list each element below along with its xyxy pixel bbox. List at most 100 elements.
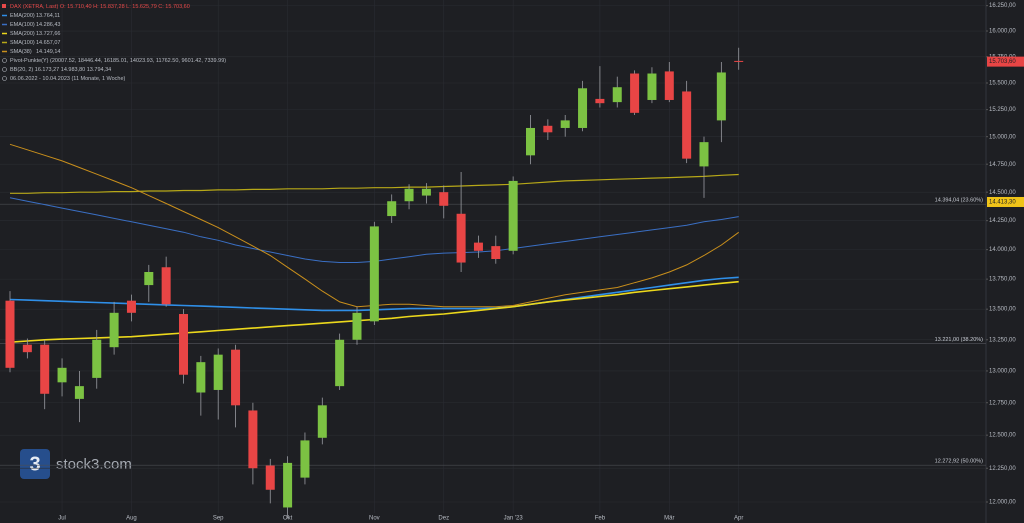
legend-icon xyxy=(2,76,7,81)
candle-body xyxy=(473,242,483,251)
candle-body xyxy=(369,226,379,322)
logo-glyph: 3 xyxy=(29,453,40,475)
y-tick-label: 16.250,00 xyxy=(989,3,1016,9)
candle-body xyxy=(508,180,518,251)
x-tick-label: Feb xyxy=(595,516,606,522)
candle-body xyxy=(352,312,362,340)
price-marker-label: 14.413,30 xyxy=(989,200,1016,206)
legend-icon xyxy=(2,67,7,72)
legend-value: 14.149,14 xyxy=(36,49,60,55)
legend-label: SMA(38) xyxy=(10,49,32,55)
candle-body xyxy=(5,300,15,368)
candle-body xyxy=(40,344,50,394)
y-tick-label: 13.750,00 xyxy=(989,277,1016,283)
price-marker-label: 15.703,60 xyxy=(989,59,1016,65)
y-tick-label: 14.750,00 xyxy=(989,162,1016,168)
candle-body xyxy=(265,465,275,490)
x-tick-label: Okt xyxy=(283,516,293,522)
x-tick-label: Apr xyxy=(734,516,743,522)
candle-body xyxy=(196,362,206,393)
candle-body xyxy=(404,188,414,202)
x-tick-label: Mär xyxy=(664,516,674,522)
x-tick-label: Jul xyxy=(58,516,66,522)
y-tick-label: 15.000,00 xyxy=(989,134,1016,140)
y-tick-label: 12.250,00 xyxy=(989,466,1016,472)
candle-body xyxy=(647,73,657,100)
candle-body xyxy=(57,367,67,383)
logo: 3 stock3.com xyxy=(20,449,132,479)
candle-body xyxy=(213,354,223,390)
y-tick-label: 15.500,00 xyxy=(989,81,1016,87)
candle-body xyxy=(317,405,327,438)
candle-body xyxy=(126,300,136,313)
legend-value: 14.286,43 xyxy=(36,22,60,28)
candle-body xyxy=(491,246,501,260)
candle-body xyxy=(630,73,640,113)
candle-body xyxy=(578,88,588,128)
header-icon xyxy=(2,4,6,8)
y-tick-label: 13.500,00 xyxy=(989,307,1016,313)
candle-body xyxy=(161,267,171,305)
logo-icon xyxy=(20,449,50,479)
candle-body xyxy=(682,91,692,159)
x-tick-label: Dez xyxy=(438,516,449,522)
y-tick-label: 14.500,00 xyxy=(989,190,1016,196)
candle-body xyxy=(283,462,293,508)
y-tick-label: 14.250,00 xyxy=(989,218,1016,224)
legend-value: 14.657,07 xyxy=(36,40,60,46)
y-tick-label: 12.500,00 xyxy=(989,433,1016,439)
candle-body xyxy=(439,192,449,206)
legend-label: SMA(200) xyxy=(10,31,35,37)
candle-body xyxy=(109,312,119,348)
legend-label: EMA(100) xyxy=(10,22,35,28)
candle-body xyxy=(231,349,241,406)
y-tick-label: 12.000,00 xyxy=(989,500,1016,506)
candle-body xyxy=(560,120,570,128)
candle-body xyxy=(300,440,310,478)
header: DAX (XETRA, Last) O: 15.710,40 H: 15.837… xyxy=(10,4,190,10)
y-tick-label: 12.750,00 xyxy=(989,400,1016,406)
legend-text: 06.06.2022 - 10.04.2023 (11 Monate, 1 Wo… xyxy=(10,76,126,82)
fib-label: 14.394,04 (23.60%) xyxy=(935,198,983,204)
y-tick-label: 13.250,00 xyxy=(989,337,1016,343)
fib-label: 13.221,00 (38.20%) xyxy=(935,337,983,343)
ma-line xyxy=(10,173,739,194)
candle-body xyxy=(595,98,605,104)
candle-body xyxy=(664,71,674,100)
candle-body xyxy=(22,344,32,353)
candle-body xyxy=(612,87,622,103)
legend-label: EMA(200) xyxy=(10,13,35,19)
x-tick-label: Jan '23 xyxy=(504,516,524,522)
grid xyxy=(0,0,986,513)
candle-body xyxy=(387,201,397,217)
candle-body xyxy=(543,125,553,133)
legend-icon xyxy=(2,58,7,63)
candle-body xyxy=(526,127,535,156)
legend: DAX (XETRA, Last) O: 15.710,40 H: 15.837… xyxy=(2,4,226,82)
legend-value: 13.764,11 xyxy=(36,13,60,19)
candle-body xyxy=(716,72,726,121)
candle-body xyxy=(699,142,709,167)
fib-label: 12.272,92 (50.00%) xyxy=(935,459,983,465)
y-tick-label: 15.250,00 xyxy=(989,107,1016,113)
y-tick-label: 14.000,00 xyxy=(989,247,1016,253)
candle-body xyxy=(92,339,102,378)
x-tick-label: Aug xyxy=(126,516,137,522)
price-marker xyxy=(987,196,1024,207)
legend-text: BB(20, 2) 16.173,27 14.983,80 13.794,34 xyxy=(10,67,111,73)
y-tick-label: 16.000,00 xyxy=(989,29,1016,35)
watermark: stock3.com xyxy=(56,456,132,473)
candle-body xyxy=(421,188,431,196)
candle-body xyxy=(335,339,345,387)
candle-body xyxy=(456,213,466,263)
x-tick-label: Sep xyxy=(213,516,224,522)
price-marker xyxy=(987,56,1024,67)
legend-label: SMA(100) xyxy=(10,40,35,46)
candle-body xyxy=(144,271,154,286)
x-tick-label: Nov xyxy=(369,516,380,522)
candle-body xyxy=(179,314,188,375)
legend-value: 13.727,66 xyxy=(36,31,60,37)
candle-body xyxy=(74,386,84,399)
